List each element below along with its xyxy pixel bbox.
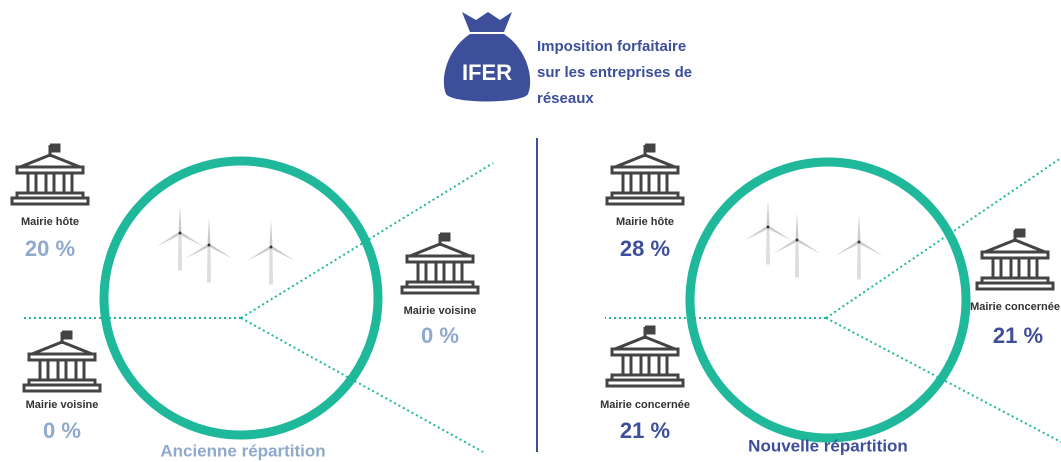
circle (690, 162, 966, 438)
mairie-label: Mairie concernée (970, 301, 1060, 313)
circle (104, 161, 378, 435)
turbine (246, 220, 295, 285)
title-line: sur les entreprises de (537, 64, 692, 81)
mairie-label: Mairie hôte (616, 216, 674, 228)
town-hall-icon (24, 332, 100, 391)
turbine (743, 200, 792, 265)
town-hall-icon (977, 230, 1053, 289)
mairie-share: 0 % (421, 323, 459, 348)
mairie-share: 21 % (620, 418, 670, 443)
turbine (834, 215, 883, 280)
turbine (155, 206, 204, 271)
turbine (772, 213, 821, 278)
title-line: réseaux (537, 90, 594, 107)
town-hall-icon (12, 145, 88, 204)
panel-new: Mairie hôte 28 % Mairie concernée 21 % M… (600, 145, 1061, 455)
mairie-label: Mairie hôte (21, 216, 79, 228)
ifer-bag: IFER (444, 12, 530, 102)
turbines (184, 218, 295, 285)
mairie-share: 28 % (620, 236, 670, 261)
mairie-label: Mairie concernée (600, 399, 690, 411)
town-hall-icon (607, 145, 683, 204)
caption: Ancienne répartition (160, 441, 325, 460)
mairie-share: 0 % (43, 418, 81, 443)
panel-old: Mairie hôte 20 % Mairie voisine 0 % Mair… (12, 145, 493, 460)
mairie-share: 21 % (993, 323, 1043, 348)
mairie-label: Mairie voisine (26, 399, 99, 411)
mairie-share: 20 % (25, 236, 75, 261)
title-line: Imposition forfaitaire (537, 38, 686, 55)
badge: IFER (462, 60, 512, 85)
mairie-label: Mairie voisine (404, 305, 477, 317)
infographic: IFER Imposition forfaitaire sur les entr… (0, 0, 1061, 462)
caption: Nouvelle répartition (748, 436, 908, 455)
town-hall-icon (607, 327, 683, 386)
town-hall-icon (402, 234, 478, 293)
turbine (184, 218, 233, 283)
